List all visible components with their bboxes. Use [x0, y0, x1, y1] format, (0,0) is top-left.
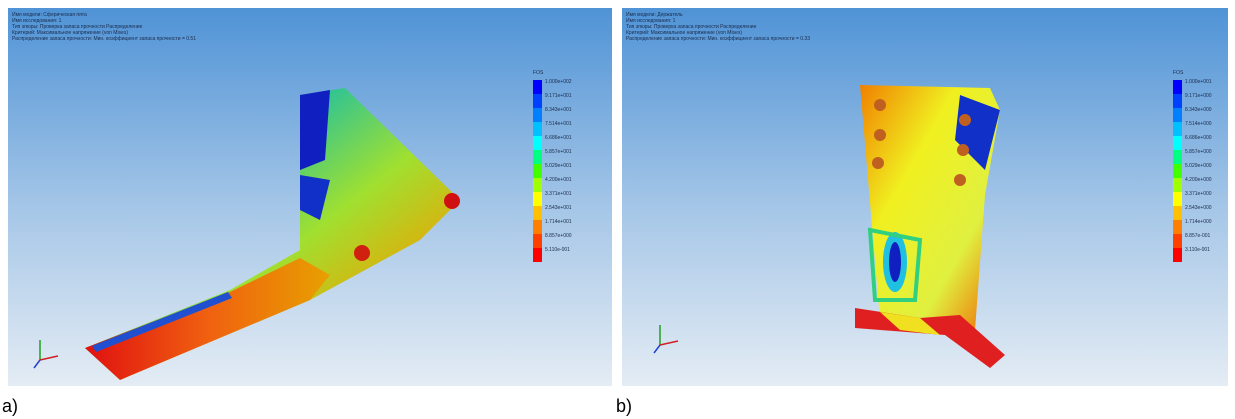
- legend-swatch: [1173, 122, 1182, 136]
- legend-swatch: [533, 178, 542, 192]
- legend-swatch: [533, 122, 542, 136]
- header-line: Имя модели: Держатель: [626, 12, 683, 18]
- legend-swatch: [1173, 108, 1182, 122]
- legend-swatch: [533, 234, 542, 248]
- legend-swatch: [1173, 206, 1182, 220]
- legend-label: 3.371e+000: [1185, 191, 1212, 197]
- header-line: Критерий: Максимальное напряжение (von M…: [626, 29, 742, 36]
- legend-swatch: [1173, 192, 1182, 206]
- legend-label: 9.171e+001: [545, 93, 572, 99]
- legend-swatch: [533, 192, 542, 206]
- legend-swatch: [533, 220, 542, 234]
- legend-swatch: [533, 94, 542, 108]
- legend-swatch: [533, 248, 542, 262]
- legend-label: 3.110e-001: [1185, 247, 1210, 253]
- legend-label: 5.110e-001: [545, 247, 570, 253]
- legend-label: 8.343e+001: [545, 107, 572, 113]
- legend-label: 1.714e+000: [1185, 219, 1212, 225]
- legend-swatch: [1173, 248, 1182, 262]
- header-line: Имя исследования: 1: [626, 18, 676, 24]
- legend-label: 2.543e+000: [1185, 205, 1212, 211]
- legend-swatch: [1173, 136, 1182, 150]
- header-line: Тип эпюры: Проверка запаса прочности Рас…: [626, 24, 757, 30]
- legend-swatch: [533, 136, 542, 150]
- legend-label: 4.200e+000: [1185, 177, 1212, 183]
- legend-swatch: [533, 206, 542, 220]
- header-line: Критерий: Максимальное напряжение (von M…: [12, 29, 128, 36]
- legend-label: 5.029e+001: [545, 163, 572, 169]
- legend-swatch: [533, 164, 542, 178]
- legend-label: 3.371e+001: [545, 191, 572, 197]
- legend-label: 8.857e-001: [1185, 233, 1211, 239]
- legend-swatch: [1173, 94, 1182, 108]
- legend-label: 2.543e+001: [545, 205, 572, 211]
- header-line: Имя модели: Сферическая пята: [12, 12, 87, 18]
- legend-swatch: [1173, 164, 1182, 178]
- legend-label: 5.029e+000: [1185, 163, 1212, 169]
- legend-swatch: [533, 108, 542, 122]
- legend-label: 5.857e+000: [1185, 149, 1212, 155]
- legend-label: 5.857e+001: [545, 149, 572, 155]
- header-line: Имя исследования: 1: [12, 18, 62, 24]
- legend-title: FOS: [533, 70, 544, 76]
- legend-swatch: [533, 150, 542, 164]
- legend-swatch: [1173, 178, 1182, 192]
- legend-swatch: [1173, 80, 1182, 94]
- axis-triad-b: [653, 325, 679, 354]
- model-b: [855, 85, 1005, 368]
- legend-label: 1.714e+001: [545, 219, 572, 225]
- header-line: Распределение запаса прочности: Мин. коэ…: [626, 36, 810, 42]
- legend-swatch: [1173, 220, 1182, 234]
- legend-swatch: [1173, 234, 1182, 248]
- legend-label: 9.171e+000: [1185, 93, 1212, 99]
- legend-label: 7.514e+000: [1185, 121, 1212, 127]
- legend-label: 8.857e+000: [545, 233, 572, 239]
- model-a: [85, 88, 460, 380]
- panel-label: b): [616, 396, 632, 416]
- legend-label: 8.343e+000: [1185, 107, 1212, 113]
- header-line: Тип эпюры: Проверка запаса прочности Рас…: [12, 24, 143, 30]
- legend-label: 1.000e+001: [1185, 79, 1212, 85]
- legend-label: 7.514e+001: [545, 121, 572, 127]
- header-line: Распределение запаса прочности: Мин. коэ…: [12, 36, 196, 42]
- legend-label: 1.000e+002: [545, 79, 572, 85]
- legend-title: FOS: [1173, 70, 1184, 76]
- panel-label: a): [2, 396, 18, 416]
- legend-swatch: [1173, 150, 1182, 164]
- legend-label: 6.686e+001: [545, 135, 572, 141]
- legend-label: 4.200e+001: [545, 177, 572, 183]
- axis-triad-a: [33, 340, 59, 369]
- legend-label: 6.686e+000: [1185, 135, 1212, 141]
- legend-swatch: [533, 80, 542, 94]
